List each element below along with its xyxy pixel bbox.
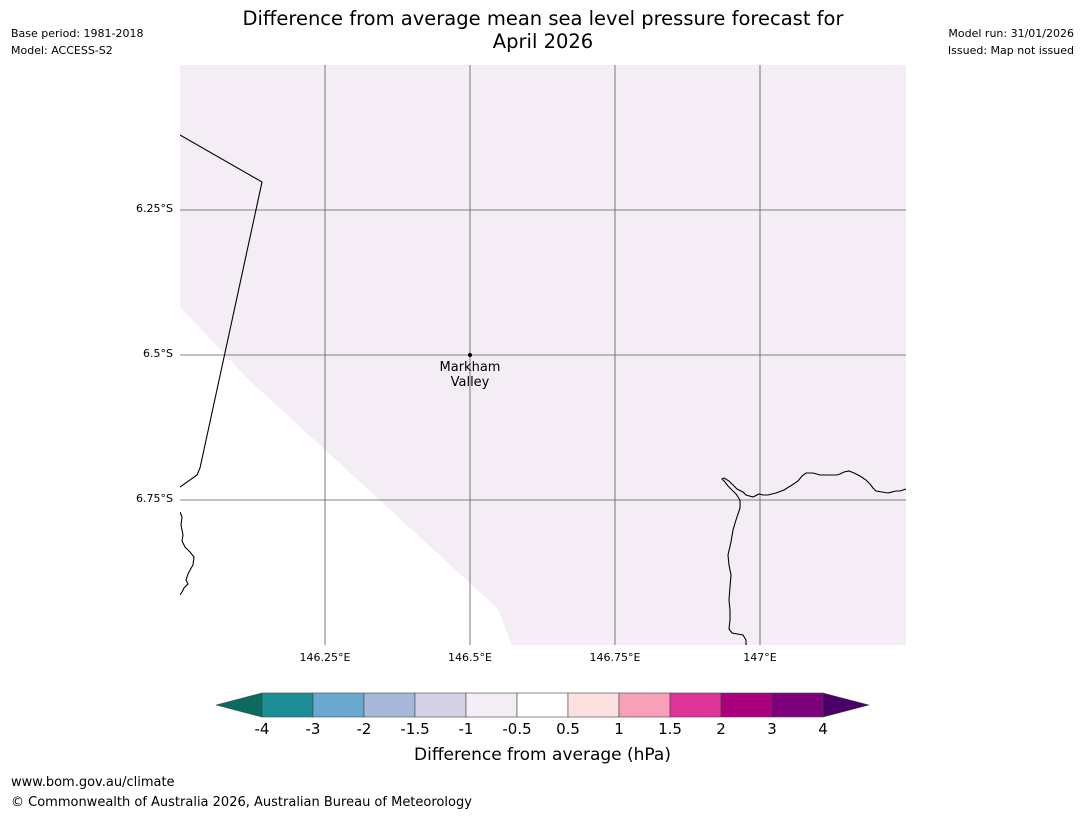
lon-label-147: 147°E bbox=[743, 651, 777, 664]
tick-label-2: -3 bbox=[305, 720, 321, 738]
title-line-1: Difference from average mean sea level p… bbox=[242, 7, 844, 30]
tick-label-1: -4 bbox=[254, 720, 270, 738]
map-svg bbox=[180, 65, 906, 645]
place-label-markham-valley: Markham Valley bbox=[420, 360, 520, 390]
coastline-west bbox=[180, 511, 195, 596]
colorbar-cell bbox=[669, 692, 722, 718]
tick-label-10: 2 bbox=[716, 720, 726, 738]
tick-label-8: 1 bbox=[614, 720, 624, 738]
colorbar-cell bbox=[312, 692, 365, 718]
coastlines bbox=[180, 134, 906, 645]
tick-label-11: 3 bbox=[767, 720, 777, 738]
lon-label-146.75: 146.75°E bbox=[589, 651, 641, 664]
meta-right: Model run: 31/01/2026 Issued: Map not is… bbox=[948, 25, 1074, 59]
place-name-line-2: Valley bbox=[450, 375, 490, 390]
colorbar-cells bbox=[261, 692, 824, 718]
tick-label-4: -1.5 bbox=[400, 720, 430, 738]
tick-label-7: 0.5 bbox=[556, 720, 580, 738]
coastline-east bbox=[721, 470, 906, 645]
meta-left: Base period: 1981-2018 Model: ACCESS-S2 bbox=[11, 25, 143, 59]
model-text: Model: ACCESS-S2 bbox=[11, 44, 113, 57]
colorbar-cell bbox=[261, 692, 314, 718]
markham-valley-marker[interactable] bbox=[468, 353, 472, 357]
colorbar-cell bbox=[414, 692, 467, 718]
colorbar-cell bbox=[720, 692, 773, 718]
title-line-2: April 2026 bbox=[492, 30, 594, 53]
colorbar-cell bbox=[363, 692, 416, 718]
lat-label-6.5: 6.5°S bbox=[143, 347, 173, 360]
tick-label-5: -1 bbox=[458, 720, 474, 738]
footer-url[interactable]: www.bom.gov.au/climate bbox=[11, 775, 175, 790]
tick-label-12: 4 bbox=[818, 720, 828, 738]
place-name-line-1: Markham bbox=[439, 360, 501, 375]
border-line bbox=[180, 134, 263, 488]
lon-label-146.5: 146.5°E bbox=[448, 651, 492, 664]
tick-label-9: 1.5 bbox=[658, 720, 682, 738]
model-run-text: Model run: 31/01/2026 bbox=[948, 27, 1074, 40]
graticule bbox=[180, 65, 906, 645]
lat-label-6.25: 6.25°S bbox=[136, 202, 173, 215]
lat-label-6.75: 6.75°S bbox=[136, 492, 173, 505]
tick-label-3: -2 bbox=[356, 720, 372, 738]
lon-label-146.25: 146.25°E bbox=[299, 651, 351, 664]
issued-text: Issued: Map not issued bbox=[947, 44, 1074, 57]
base-period-text: Base period: 1981-2018 bbox=[11, 27, 144, 40]
footer-copyright: © Commonwealth of Australia 2026, Austra… bbox=[11, 795, 472, 810]
colorbar-under-arrow bbox=[216, 692, 263, 718]
colorbar-cell bbox=[618, 692, 671, 718]
colorbar-over-arrow bbox=[822, 692, 870, 718]
colorbar-cell bbox=[516, 692, 569, 718]
colorbar-title: Difference from average (hPa) bbox=[414, 745, 671, 765]
colorbar-cell bbox=[567, 692, 620, 718]
forecast-map[interactable] bbox=[180, 65, 906, 645]
tick-label-6: -0.5 bbox=[502, 720, 532, 738]
colorbar-cell bbox=[771, 692, 824, 718]
page-title: Difference from average mean sea level p… bbox=[180, 7, 906, 53]
colorbar-cell bbox=[465, 692, 518, 718]
colorbar bbox=[216, 692, 870, 718]
